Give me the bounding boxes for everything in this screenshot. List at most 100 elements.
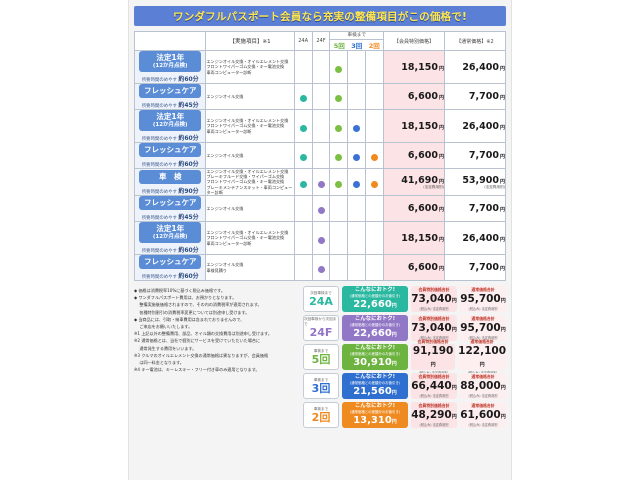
mark-24a-dot xyxy=(299,95,307,102)
summary-deal: こんなにおトク! (通常価格との差額分のお値引き) 21,560円 xyxy=(342,373,408,400)
normal-total-label: 通常価格合計 xyxy=(471,316,495,322)
mark-2 xyxy=(365,109,385,143)
summary-member-total: 会員特別価格合計 73,040円 (税込み) 法定費用別 xyxy=(411,315,457,342)
mark-3-dot xyxy=(353,180,361,188)
summary-code: 次回車検から次回まで 24F xyxy=(303,315,339,342)
member-price-cell: 6,600円 xyxy=(383,83,445,110)
mark-5-dot xyxy=(335,95,343,102)
mark-3 xyxy=(347,254,367,282)
header-col-24a: 24A xyxy=(293,31,313,51)
mark-5 xyxy=(329,83,349,110)
table-body: 法定1年 (12か月点検) 所要時間のめやす 約60分 エンジンオイル交換・オイル… xyxy=(133,50,507,282)
summary-code: 次回車検まで 24A xyxy=(303,286,339,313)
row-label: 法定1年 (12か月点検) 所要時間のめやす 約60分 xyxy=(133,221,207,256)
service-name: 車 検 xyxy=(139,169,202,184)
footnote-line: 整備実施後価格されますので、その内の消費税率が適用されます。 xyxy=(134,302,262,308)
member-total-value: 91,190円 xyxy=(412,345,454,369)
footnote-line: ◆ ワンダフルパスポート費用は、お預かりとなります。 xyxy=(134,295,237,301)
normal-price-cell: 26,400円 xyxy=(443,50,507,84)
footnote-line: は同一料金となります。 xyxy=(134,360,184,366)
header-blank xyxy=(133,31,207,51)
mark-2 xyxy=(365,50,385,84)
summary-normal-total: 通常価格合計 61,600円 (税込み) 法定費用別 xyxy=(460,402,506,429)
row-label: フレッシュケア 所要時間のめやす 約45分 xyxy=(133,195,207,223)
mark-24a xyxy=(293,221,313,256)
mark-24a xyxy=(293,109,313,143)
table-row: フレッシュケア 所要時間のめやす 約60分 エンジンオイル交換 6,600円 7,… xyxy=(133,142,507,169)
footnote-line: ご来店をお願いいたします。 xyxy=(134,324,193,330)
mark-24a-dot xyxy=(299,124,307,132)
mark-24f xyxy=(311,254,331,282)
mark-5 xyxy=(329,142,349,169)
row-label: フレッシュケア 所要時間のめやす 約60分 xyxy=(133,254,207,282)
mark-2 xyxy=(365,83,385,110)
member-total-note: (税込み) 法定費用別 xyxy=(419,307,449,312)
normal-total-value: 122,100円 xyxy=(458,345,506,369)
footnote-line: ◆ 価格は消費税率10%に基づく税込み価格です。 xyxy=(134,288,225,294)
mark-2 xyxy=(365,254,385,282)
summary-code-value: 24A xyxy=(309,294,333,308)
summary-code-note: 車検まで xyxy=(313,406,329,411)
price-sheet: ワンダフルパスポート会員なら充実の整備項目がこの価格で! 【実施項目】※1 24… xyxy=(128,0,512,480)
table-row: フレッシュケア 所要時間のめやす 約45分 エンジンオイル交換 6,600円 7,… xyxy=(133,195,507,223)
mark-24a xyxy=(293,167,313,197)
summary-row: 車検まで 3回 こんなにおトク! (通常価格との差額分のお値引き) 21,560… xyxy=(303,373,506,400)
duration: 所要時間のめやす 約45分 xyxy=(141,102,199,109)
summary-code-note: 次回車検まで xyxy=(310,290,332,295)
mark-5 xyxy=(329,50,349,84)
mark-3 xyxy=(347,109,367,143)
deal-amount: 22,660円 xyxy=(353,327,397,339)
member-total-label: 会員特別価格合計 xyxy=(418,403,450,409)
normal-total-label: 通常価格合計 xyxy=(471,374,495,380)
service-subtitle: (12か月点検) xyxy=(152,122,188,128)
summary-deal: こんなにおトク! (通常価格との差額分のお値引き) 22,660円 xyxy=(342,286,408,313)
duration: 所要時間のめやす 約60分 xyxy=(141,76,199,83)
service-name: フレッシュケア xyxy=(139,255,202,270)
header-shaken-label: 車検まで xyxy=(330,32,384,40)
duration: 所要時間のめやす 約60分 xyxy=(141,247,199,255)
table-row: 法定1年 (12か月点検) 所要時間のめやす 約60分 エンジンオイル交換・オイル… xyxy=(133,50,507,84)
header-banner: ワンダフルパスポート会員なら充実の整備項目がこの価格で! xyxy=(134,6,506,26)
member-price-cell: 18,150円 xyxy=(383,50,445,84)
header-col-3: 3回 xyxy=(351,42,363,50)
member-total-note: (税込み) 法定費用別 xyxy=(419,336,449,341)
summary-row: 車検まで 5回 こんなにおトク! (通常価格との差額分のお値引き) 30,910… xyxy=(303,339,506,375)
mark-24f-dot xyxy=(317,207,325,215)
service-name: フレッシュケア xyxy=(139,143,202,157)
member-total-value: 73,040円 xyxy=(411,293,457,306)
summary-normal-total: 通常価格合計 95,700円 (税込み) 法定費用別 xyxy=(460,315,506,342)
mark-24f-dot xyxy=(317,236,325,244)
normal-total-label: 通常価格合計 xyxy=(470,339,494,345)
normal-total-label: 通常価格合計 xyxy=(471,403,495,409)
deal-title: こんなにおトク! xyxy=(354,344,396,351)
service-name: 法定1年 (12か月点検) xyxy=(139,51,202,72)
header-col-2: 2回 xyxy=(368,42,380,50)
mark-3 xyxy=(347,221,367,256)
member-total-value: 48,290円 xyxy=(411,409,457,422)
mark-24a xyxy=(293,83,313,110)
row-description: エンジンオイル交換 xyxy=(205,195,295,223)
summary-normal-total: 通常価格合計 122,100円 (税込み) 法定費用別 xyxy=(458,339,506,375)
summary-code: 車検まで 5回 xyxy=(303,344,339,371)
member-price-cell: 6,600円 xyxy=(383,142,445,169)
normal-price-cell: 7,700円 xyxy=(443,142,507,169)
footnote-line: ※1 上記以外の整備費用、部品、オイル類の交換費用は別途申し受けます。 xyxy=(134,331,272,337)
row-label: フレッシュケア 所要時間のめやす 約45分 xyxy=(133,83,207,110)
mark-24f xyxy=(311,109,331,143)
footnote-line: ※4 キー電池は、キーレスキー・フリー付き車のみ適用となります。 xyxy=(134,367,260,373)
header-member-price: 【会員特別価格】 xyxy=(383,31,445,51)
summary-deal: こんなにおトク! (通常価格との差額分のお値引き) 13,310円 xyxy=(342,402,408,429)
duration: 所要時間のめやす 約90分 xyxy=(141,187,199,195)
row-description: エンジンオイル交換・オイルエレメント交換 フロントワイパーゴム交換・キー電池交換車… xyxy=(205,221,295,256)
mark-3-dot xyxy=(353,154,361,161)
summary-deal: こんなにおトク! (通常価格との差額分のお値引き) 22,660円 xyxy=(342,315,408,342)
footnotes: ◆ 価格は消費税率10%に基づく税込み価格です。 ◆ ワンダフルパスポート費用は、… xyxy=(134,286,299,428)
mark-3 xyxy=(347,195,367,223)
service-name: 法定1年 (12か月点検) xyxy=(139,110,202,131)
summary-code-value: 3回 xyxy=(311,381,331,395)
summary-deal: こんなにおトク! (通常価格との差額分のお値引き) 30,910円 xyxy=(342,344,408,371)
member-price-cell: 6,600円 xyxy=(383,254,445,282)
service-name: 法定1年 (12か月点検) xyxy=(139,222,202,244)
mark-5 xyxy=(329,195,349,223)
summary-code: 車検まで 2回 xyxy=(303,402,339,429)
